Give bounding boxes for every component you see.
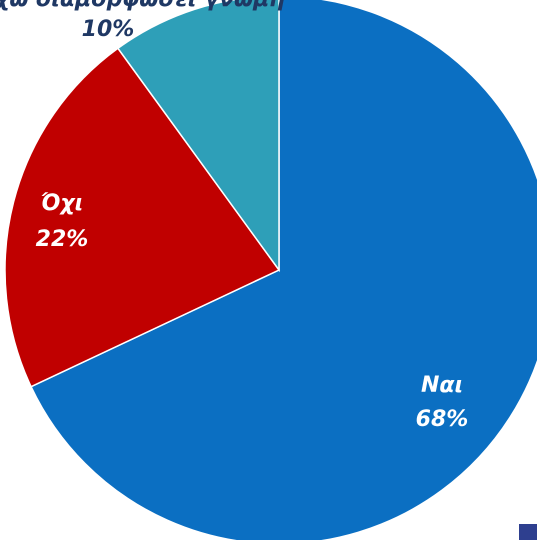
- pie-percent-undecided: 10%: [82, 17, 135, 42]
- pie-percent-no: 22%: [36, 227, 89, 252]
- pie-label-yes: Ναι: [421, 373, 463, 398]
- pie-slice-yes: [30, 0, 537, 540]
- pie-slice-no: [4, 47, 281, 388]
- pie-slice-undecided: [116, 0, 280, 273]
- pie-label-undecided: Δεν έχω διαμορφώσει γνώμη: [0, 0, 285, 12]
- legend-marker: [519, 524, 537, 540]
- pie-label-no: Όχι: [41, 191, 83, 216]
- pie-percent-yes: 68%: [416, 407, 469, 432]
